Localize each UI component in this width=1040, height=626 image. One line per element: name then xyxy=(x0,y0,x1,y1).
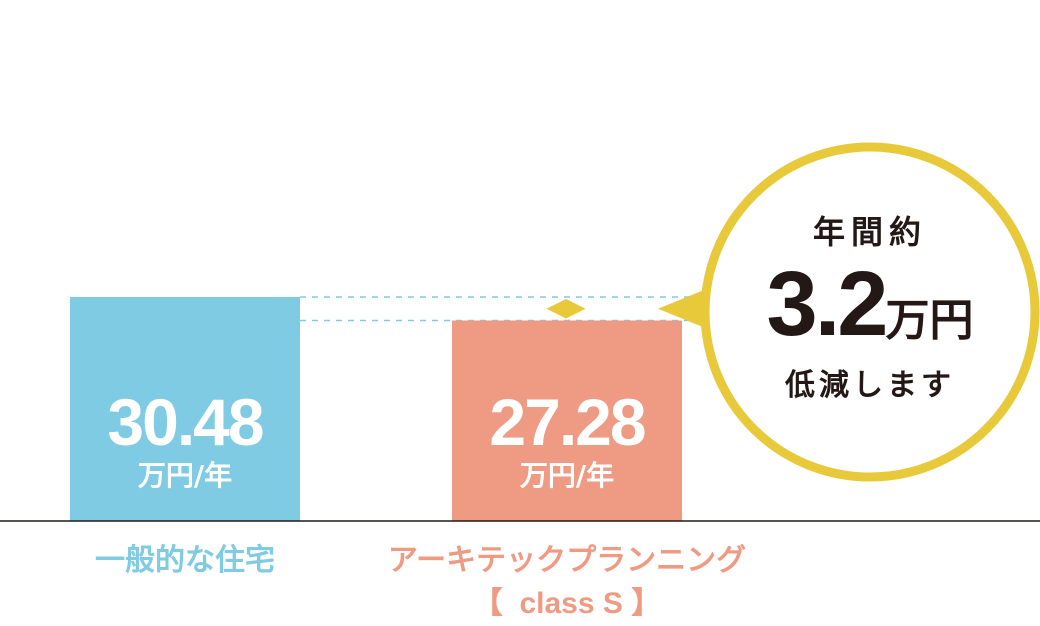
bar-unit-label: 万円/年 xyxy=(520,459,614,492)
callout-top-text: 年間約 xyxy=(813,213,927,251)
callout-amount: 3.2万円 xyxy=(767,253,974,355)
bar-value-label: 30.48 xyxy=(107,385,262,459)
callout-bottom-text: 低減します xyxy=(784,368,955,403)
callout-number-unit: 万円 xyxy=(885,295,973,346)
category-label-architect-planning: アーキテックプランニング xyxy=(388,543,746,578)
callout-number: 3.2 xyxy=(767,253,886,355)
bar-general-house xyxy=(70,296,300,521)
callout-pointer xyxy=(658,286,712,331)
category-sublabel-class-s: 【 class S 】 xyxy=(473,587,661,620)
difference-arrow-icon xyxy=(546,298,586,319)
bar-architect-planning xyxy=(452,320,682,521)
bar-unit-label: 万円/年 xyxy=(138,459,232,492)
callout-circle xyxy=(700,142,1040,482)
category-label-general-house: 一般的な住宅 xyxy=(95,543,275,578)
bar-value-label: 27.28 xyxy=(489,385,644,459)
